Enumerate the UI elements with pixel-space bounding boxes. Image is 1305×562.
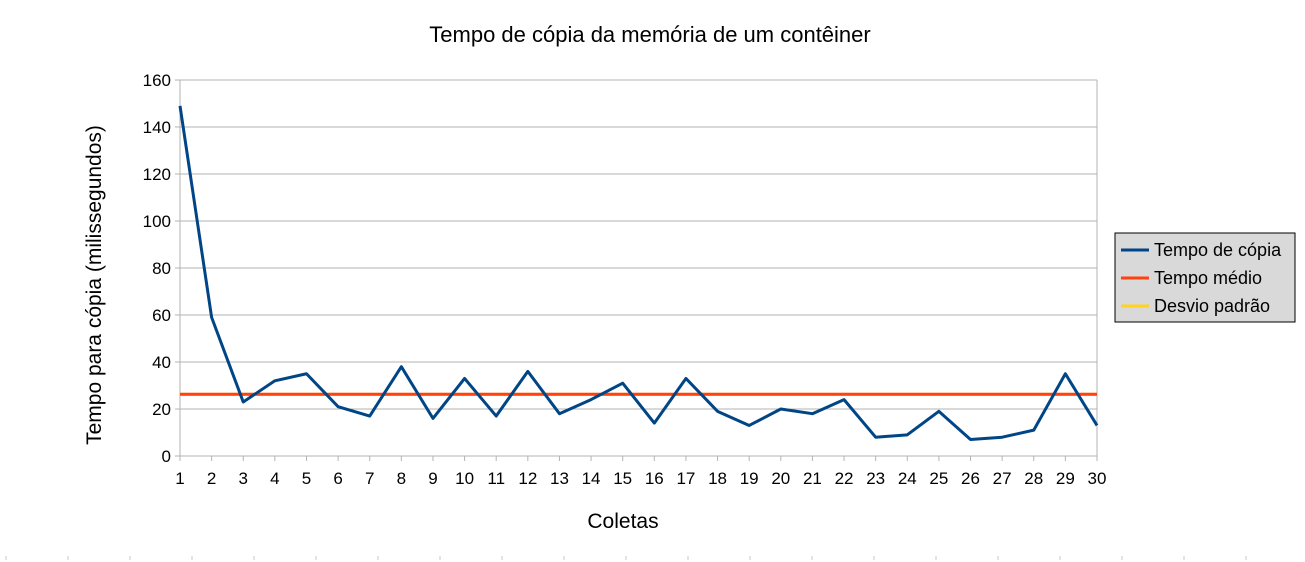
x-tick-label: 13: [550, 469, 569, 488]
y-axis-label: Tempo para cópia (milissegundos): [83, 125, 106, 445]
x-tick-label: 3: [239, 469, 248, 488]
x-tick-label: 5: [302, 469, 311, 488]
x-tick-label: 24: [898, 469, 917, 488]
y-tick-label: 40: [152, 353, 171, 372]
y-tick-label: 120: [143, 165, 171, 184]
x-tick-label: 27: [993, 469, 1012, 488]
y-tick-label: 60: [152, 306, 171, 325]
x-axis-label: Coletas: [587, 510, 658, 533]
x-tick-label: 9: [428, 469, 437, 488]
x-tick-label: 2: [207, 469, 216, 488]
legend: Tempo de cópia Tempo médio Desvio padrão: [1114, 232, 1296, 323]
x-tick-label: 7: [365, 469, 374, 488]
plot-area: [175, 80, 1098, 461]
x-tick-label: 14: [582, 469, 601, 488]
x-axis-ticks: 1 2 3 4 5 6 7 8 9 10 11 12 13 14 15 16 17 18 19 20 21 22 23 24 2…: [175, 456, 1106, 488]
x-tick-label: 11: [487, 469, 505, 488]
chart-title: Tempo de cópia da memória de um contêine…: [429, 22, 870, 47]
series-line-1: [178, 105, 1099, 442]
legend-label: Tempo de cópia: [1154, 240, 1282, 260]
x-tick-label: 17: [676, 469, 695, 488]
y-tick-label: 100: [143, 212, 171, 231]
y-tick-label: 80: [152, 259, 171, 278]
y-axis-ticks: 0 20 40 60 80 100 120 140 160: [143, 71, 180, 466]
series-lines: [178, 105, 1099, 442]
y-tick-label: 0: [162, 447, 171, 466]
x-tick-label: 23: [866, 469, 885, 488]
legend-label: Tempo médio: [1154, 268, 1262, 288]
x-tick-label: 30: [1088, 469, 1107, 488]
x-tick-label: 10: [455, 469, 474, 488]
y-tick-label: 160: [143, 71, 171, 90]
x-tick-label: 15: [613, 469, 632, 488]
x-tick-label: 25: [929, 469, 948, 488]
y-tick-label: 20: [152, 400, 171, 419]
x-tick-label: 28: [1024, 469, 1043, 488]
x-tick-label: 19: [740, 469, 759, 488]
x-tick-label: 26: [961, 469, 980, 488]
x-tick-label: 16: [645, 469, 664, 488]
x-tick-label: 29: [1056, 469, 1075, 488]
x-tick-label: 18: [708, 469, 727, 488]
page-guide-ticks: [5, 556, 1247, 560]
x-tick-label: 21: [803, 469, 822, 488]
gridlines: [180, 79, 1097, 457]
x-tick-label: 4: [270, 469, 279, 488]
x-tick-label: 12: [518, 469, 537, 488]
y-tick-label: 140: [143, 118, 171, 137]
x-tick-label: 20: [771, 469, 790, 488]
x-tick-label: 22: [835, 469, 854, 488]
x-tick-label: 6: [333, 469, 342, 488]
x-tick-label: 8: [397, 469, 406, 488]
x-tick-label: 1: [175, 469, 184, 488]
legend-label: Desvio padrão: [1154, 296, 1270, 316]
